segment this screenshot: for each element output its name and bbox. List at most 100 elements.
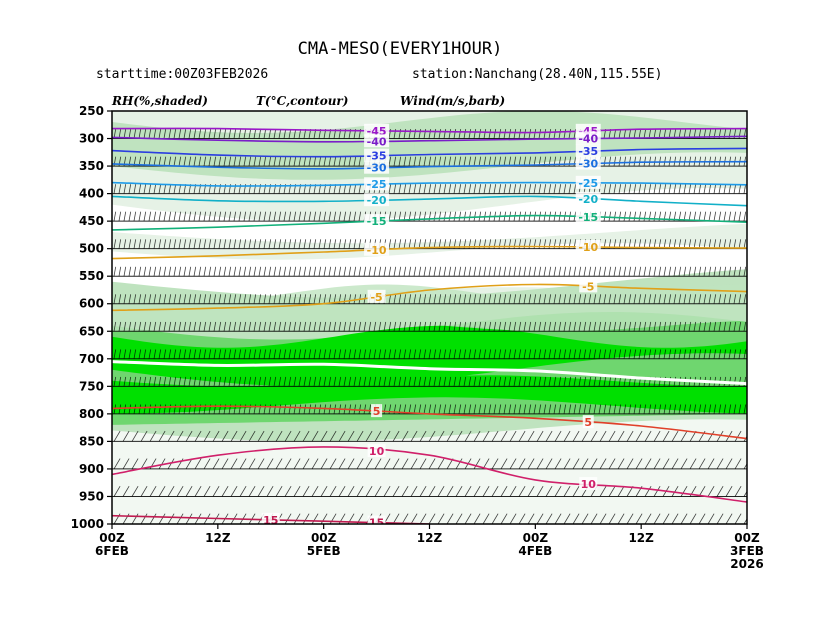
x-tick-label: 00Z (311, 531, 337, 545)
legend-rh: RH(%,shaded) (111, 94, 208, 108)
wind-barb-row (113, 430, 747, 442)
temperature-contour-line (112, 147, 747, 158)
wind-barb-row (113, 485, 747, 497)
wind-barb-row (113, 294, 747, 304)
wind-barb-row (113, 321, 747, 332)
wind-barb-row (113, 349, 747, 359)
legend-temperature: T(°C,contour) (256, 94, 348, 108)
x-tick-label: 12Z (417, 531, 443, 545)
y-tick-label: 350 (79, 159, 104, 173)
temperature-label-bg (367, 444, 386, 458)
temperature-contour-layer: -45 -45-40 -40-35 -35-30 -30-25 -25-20 -20-15-… (112, 123, 747, 530)
temperature-label-bg (371, 404, 383, 418)
wind-barb-row (113, 129, 747, 139)
temperature-contour-label: -5 (582, 280, 594, 293)
y-tick-label: 450 (79, 214, 104, 228)
temperature-label-bg (575, 175, 601, 189)
temperature-label-bg (364, 148, 390, 162)
temperature-label-bg (575, 144, 601, 158)
temperature-label-bg (582, 415, 594, 429)
temperature-label-bg (364, 160, 390, 174)
x-tick-year: 2026 (730, 557, 763, 571)
temperature-contour-label: -15 (578, 211, 598, 224)
temperature-contour-label: -5 (370, 291, 382, 304)
temperature-label-bg (364, 134, 390, 148)
temperature-contour-label: -35 (367, 150, 387, 163)
temperature-label-bg (364, 242, 390, 256)
temperature-contour-line (112, 405, 747, 440)
y-tick-label: 900 (79, 462, 104, 476)
y-tick-label: 550 (79, 269, 104, 283)
temperature-contour-label: -10 (367, 244, 387, 257)
temperature-label-bg (364, 123, 390, 137)
y-tick-label: 250 (79, 104, 104, 118)
x-tick-label: 00Z (523, 531, 549, 545)
temperature-contour-line (112, 135, 747, 143)
wind-barb-layer (113, 111, 747, 524)
temperature-contour-line (112, 283, 747, 312)
temperature-contour-label: -15 (367, 215, 387, 228)
temperature-label-bg (364, 214, 390, 228)
x-tick-label: 00Z (734, 531, 760, 545)
temperature-contour-label: -40 (578, 133, 598, 146)
temperature-contour-label: -25 (367, 178, 387, 191)
wind-barb-row (113, 184, 747, 194)
temperature-contour-line (112, 245, 747, 260)
x-tick-date: 3FEB (730, 544, 764, 558)
y-tick-label: 650 (79, 324, 104, 338)
y-tick-label: 850 (79, 434, 104, 448)
temperature-contour-line (112, 195, 747, 207)
rh-band-near-surface (112, 419, 747, 524)
y-tick-label: 500 (79, 242, 104, 256)
y-tick-label: 750 (79, 379, 104, 393)
y-axis: 250 300 350 400 450 500 550 600 650 700 750 800 850 9… (71, 104, 112, 531)
temperature-contour-label: 5 (584, 416, 592, 429)
x-tick-label: 00Z (99, 531, 125, 545)
temperature-contour-label: -30 (367, 162, 387, 175)
temperature-contour-line (112, 360, 747, 386)
temperature-label-bg (579, 477, 598, 491)
y-tick-label: 950 (79, 489, 104, 503)
temperature-label-bg (367, 289, 386, 303)
legend-wind: Wind(m/s,barb) (400, 94, 505, 108)
temperature-contour-line (112, 446, 747, 503)
y-tick-label: 1000 (71, 517, 104, 531)
temperature-label-bg (575, 191, 601, 205)
temperature-contour-label: -10 (578, 241, 598, 254)
x-tick-date: 4FEB (518, 544, 552, 558)
temperature-label-bg (575, 210, 601, 224)
temperature-contour-label: 10 (581, 478, 597, 491)
y-tick-label: 600 (79, 297, 104, 311)
wind-barb-row (113, 266, 747, 277)
temperature-label-bg (367, 515, 386, 524)
temperature-contour-line (112, 160, 747, 170)
y-tick-label: 400 (79, 187, 104, 201)
x-tick-label: 12Z (205, 531, 231, 545)
temperature-contour-label: 5 (373, 405, 381, 418)
wind-barb-row (113, 239, 747, 249)
temperature-contour-label: -30 (578, 158, 598, 171)
temperature-contour-label: -20 (367, 194, 387, 207)
x-tick-date: 5FEB (307, 544, 341, 558)
plot-area: -45 -45-40 -40-35 -35-30 -30-25 -25-20 -20-15-… (112, 111, 747, 530)
temperature-label-bg (575, 240, 601, 254)
temperature-contour-label: 15 (263, 514, 278, 527)
y-tick-label: 700 (79, 352, 104, 366)
temperature-label-bg (261, 512, 280, 524)
temperature-label-bg (364, 177, 390, 191)
temperature-label-bg (579, 279, 598, 293)
temperature-contour-label: 15 (369, 517, 384, 530)
temperature-contour-label: -25 (578, 177, 598, 190)
y-tick-label: 800 (79, 407, 104, 421)
wind-barb-row (113, 376, 747, 387)
temperature-contour-label: -20 (578, 193, 598, 206)
temperature-contour-label: -40 (367, 135, 387, 148)
pressure-gridlines (112, 111, 747, 524)
temperature-label-bg (575, 131, 601, 145)
rh-band-90-b (112, 375, 747, 414)
temperature-contour-line (112, 214, 747, 231)
starttime-label: starttime:00Z03FEB2026 (96, 67, 268, 82)
temperature-contour-line (112, 127, 747, 134)
